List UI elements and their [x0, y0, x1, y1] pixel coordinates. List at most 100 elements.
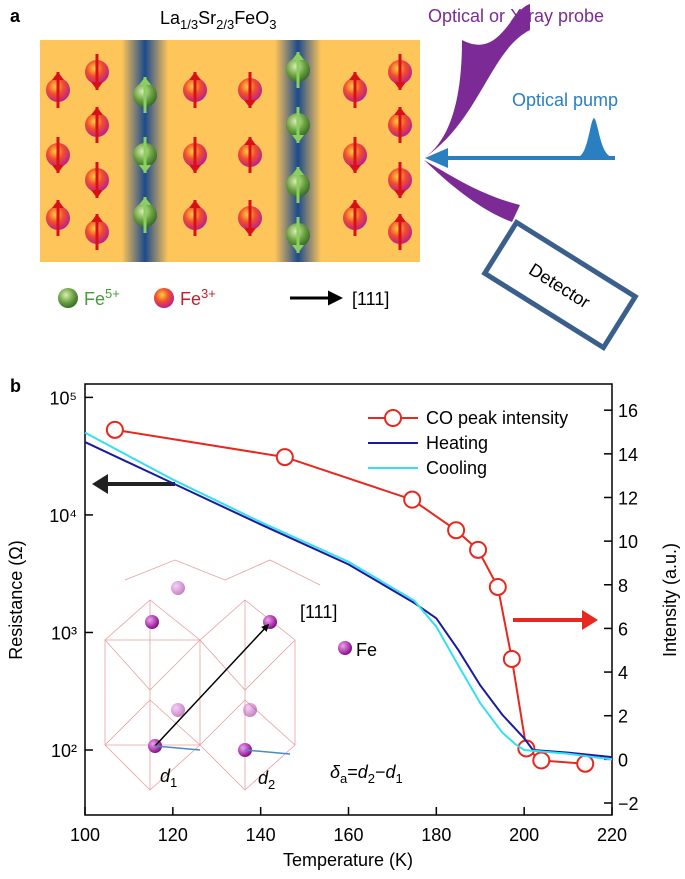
- legend-label: Fe3+: [180, 286, 216, 309]
- direction-arrow: [154, 623, 270, 747]
- x-tick-label: 200: [509, 825, 539, 845]
- x-tick-label: 100: [70, 825, 100, 845]
- y2-tick-label: 16: [618, 401, 638, 421]
- data-point: [576, 754, 595, 773]
- x-tick-label: 160: [333, 825, 363, 845]
- x-axis-label: Temperature (K): [283, 850, 413, 870]
- legend-label: Cooling: [426, 458, 487, 478]
- axis-pointer-head: [92, 474, 108, 494]
- spin-head: [91, 214, 103, 222]
- y-tick-label: 10⁴: [49, 506, 77, 526]
- axis-pointer-head: [582, 610, 598, 630]
- legend-sphere: [58, 288, 78, 308]
- series-line: [84, 441, 613, 759]
- detector: Detector: [481, 219, 639, 351]
- data-point: [105, 420, 124, 439]
- spin-head: [394, 214, 406, 222]
- y2-tick-label: 2: [618, 707, 628, 727]
- spin-head: [91, 107, 103, 115]
- fe-atom: [338, 641, 352, 655]
- d2-arrow: [244, 749, 291, 755]
- data-point: [275, 448, 294, 467]
- panel-label: a: [10, 6, 21, 26]
- x-tick-label: 180: [421, 825, 451, 845]
- legend-marker: [384, 409, 402, 427]
- x-tick-label: 120: [158, 825, 188, 845]
- fe-atom: [171, 703, 185, 717]
- y2-tick-label: 12: [618, 488, 638, 508]
- fe-atom: [243, 703, 257, 717]
- panel-label: b: [10, 376, 21, 396]
- direction-label: [111]: [300, 602, 337, 622]
- spin-head: [52, 200, 64, 208]
- y2-tick-label: 4: [618, 663, 628, 683]
- d1-label: d1: [160, 766, 177, 790]
- probe-beam: [424, 4, 530, 158]
- spin-head: [139, 165, 151, 173]
- spin-head: [292, 52, 304, 60]
- spin-head: [394, 190, 406, 198]
- series-line: [84, 431, 613, 761]
- spin-head: [139, 197, 151, 205]
- pump-arrowhead: [425, 148, 448, 168]
- data-point: [502, 649, 521, 668]
- x-tick-label: 140: [246, 825, 276, 845]
- spin-head: [349, 165, 361, 173]
- panel-a: a La1/3Sr2/3FeO3 Optical or X-ray probe …: [10, 4, 639, 351]
- data-point: [532, 751, 551, 770]
- legend-label: Fe5+: [84, 286, 120, 309]
- spin-head: [139, 77, 151, 85]
- spin-head: [189, 165, 201, 173]
- direction-label: [111]: [352, 289, 389, 309]
- spin-head: [52, 165, 64, 173]
- data-point: [447, 521, 466, 540]
- formula: La1/3Sr2/3FeO3: [160, 8, 276, 32]
- spin-head: [244, 228, 256, 236]
- y2-tick-label: 10: [618, 532, 638, 552]
- series-line: [114, 428, 586, 765]
- data-point: [469, 540, 488, 559]
- y2-tick-label: −2: [618, 794, 639, 814]
- spin-head: [394, 107, 406, 115]
- spin-head: [52, 72, 64, 80]
- panel-b: b Temperature (K) Resistance (Ω) Intensi…: [6, 376, 680, 870]
- delta-formula: δa=d2−d1: [330, 762, 403, 786]
- spin-head: [349, 72, 361, 80]
- y2-tick-label: 14: [618, 445, 638, 465]
- y2-tick-label: 0: [618, 750, 628, 770]
- data-point: [488, 577, 507, 596]
- fe-atom: [145, 615, 159, 629]
- atom-label: Fe: [356, 640, 377, 660]
- legend-sphere: [154, 288, 174, 308]
- spin-head: [91, 82, 103, 90]
- spin-head: [292, 167, 304, 175]
- y-tick-label: 10⁵: [50, 388, 77, 408]
- octahedra: [104, 559, 321, 791]
- x-tick-label: 220: [597, 825, 627, 845]
- d2-label: d2: [258, 768, 275, 792]
- spin-head: [394, 82, 406, 90]
- spin-head: [189, 200, 201, 208]
- spin-head: [292, 135, 304, 143]
- y-tick-label: 10²: [51, 741, 77, 761]
- d1-arrow: [154, 745, 201, 751]
- legend-label: Heating: [426, 433, 488, 453]
- spin-head: [189, 72, 201, 80]
- y2-axis-label: Intensity (a.u.): [660, 543, 680, 657]
- pump-label: Optical pump: [512, 90, 618, 110]
- spin-head: [244, 100, 256, 108]
- data-point: [403, 490, 422, 509]
- detector-box: [481, 219, 639, 351]
- lattice: [104, 559, 321, 791]
- legend-label: CO peak intensity: [426, 408, 568, 428]
- y2-tick-label: 6: [618, 619, 628, 639]
- spin-head: [349, 200, 361, 208]
- y-axis-label: Resistance (Ω): [6, 540, 26, 660]
- pump-pulse: [578, 118, 612, 157]
- probe-label: Optical or X-ray probe: [428, 6, 604, 26]
- fe-atom: [171, 581, 185, 595]
- spin-head: [244, 137, 256, 145]
- spin-head: [292, 245, 304, 253]
- fe-atom: [263, 615, 277, 629]
